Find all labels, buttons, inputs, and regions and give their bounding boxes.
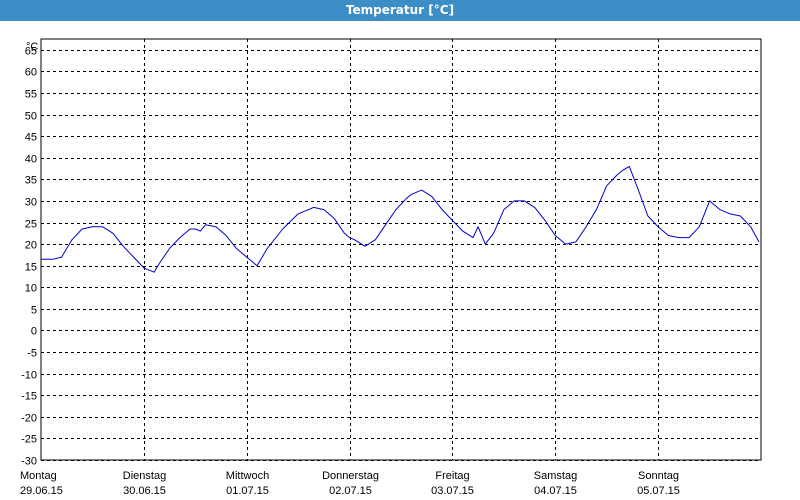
x-tick-weekday-label: Sonntag <box>638 470 679 482</box>
x-tick-date-label: 03.07.15 <box>431 485 474 497</box>
y-tick-label: 50 <box>25 111 37 123</box>
x-tick-date-label: 29.06.15 <box>20 485 63 497</box>
y-tick-label: 5 <box>31 305 37 317</box>
y-tick-label: 30 <box>25 197 37 209</box>
y-tick-label: 10 <box>25 283 37 295</box>
y-tick-labels: 65605550454035302520151050-5-10-15-20-25… <box>21 46 37 468</box>
series-layer <box>41 165 760 273</box>
x-tick-weekday-label: Freitag <box>435 470 469 482</box>
y-tick-label: -10 <box>21 370 37 382</box>
y-tick-label: -5 <box>27 348 37 360</box>
temperature-series-line <box>41 165 760 273</box>
y-tick-label: 0 <box>31 326 37 338</box>
y-tick-label: 40 <box>25 154 37 166</box>
y-tick-label: 55 <box>25 89 37 101</box>
x-tick-date-label: 01.07.15 <box>226 485 269 497</box>
plot-frame <box>40 38 762 461</box>
x-tick-date-label: 04.07.15 <box>534 485 577 497</box>
x-tick-date-label: 30.06.15 <box>123 485 166 497</box>
x-tick-weekday-label: Samstag <box>534 470 577 482</box>
y-axis-unit-label: °C <box>26 41 38 53</box>
horizontal-gridlines <box>41 50 761 461</box>
x-tick-weekday-label: Montag <box>20 470 57 482</box>
x-tick-labels: Montag 29.06.15 Dienstag 30.06.15 Mittwoch 01… <box>20 470 680 497</box>
x-tick-weekday-label: Dienstag <box>123 470 166 482</box>
y-tick-label: 25 <box>25 219 37 231</box>
vertical-gridlines <box>144 39 659 460</box>
x-tick-date-label: 05.07.15 <box>637 485 680 497</box>
window-title: Temperatur [°C] <box>0 0 800 21</box>
x-tick-weekday-label: Donnerstag <box>322 470 379 482</box>
x-tick-date-label: 02.07.15 <box>329 485 372 497</box>
chart-area: °C 65 60 55 50 45 40 35 30 25 20 15 10 5 0 -5 -10 -15 -20… <box>0 21 800 500</box>
x-tick-weekday-label: Mittwoch <box>226 470 269 482</box>
y-tick-label: 45 <box>25 132 37 144</box>
y-tick-label: -20 <box>21 413 37 425</box>
y-tick-label: -25 <box>21 434 37 446</box>
y-tick-label: -15 <box>21 391 37 403</box>
y-tick-label: 65 <box>25 46 37 58</box>
y-tick-label: 35 <box>25 175 37 187</box>
y-tick-label: 20 <box>25 240 37 252</box>
temperature-line-chart: °C 65605550454035302520151050-5-10-15-20… <box>20 38 762 497</box>
y-tick-label: -30 <box>21 456 37 468</box>
y-tick-label: 15 <box>25 262 37 274</box>
y-tick-label: 60 <box>25 67 37 79</box>
